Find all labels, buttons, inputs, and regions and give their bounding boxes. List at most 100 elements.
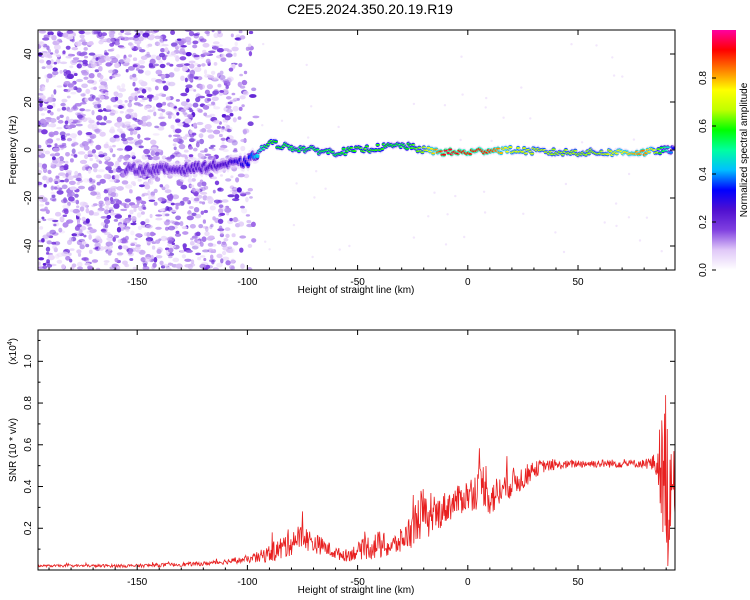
heatmap-cell <box>46 264 53 268</box>
heatmap-cell <box>78 185 85 190</box>
heatmap-cell <box>246 267 253 270</box>
heatmap-cell <box>108 145 113 152</box>
heatmap-cell <box>91 149 96 154</box>
heatmap-cell <box>74 41 82 47</box>
heatmap-cell <box>461 93 464 96</box>
heatmap-cell <box>196 121 204 126</box>
heatmap-cell <box>168 134 172 138</box>
x-tick-label: -100 <box>237 577 257 588</box>
heatmap-cell <box>56 85 63 88</box>
heatmap-cell <box>206 31 210 37</box>
heatmap-cell <box>100 81 108 86</box>
heatmap-cell <box>120 173 126 178</box>
y-tick-label: 0 <box>23 147 34 153</box>
heatmap-cell <box>213 62 218 66</box>
heatmap-cell <box>92 203 98 207</box>
heatmap-cell <box>63 89 68 92</box>
heatmap-cell <box>203 69 208 75</box>
heatmap-cell <box>121 83 126 89</box>
heatmap-cell <box>99 238 103 244</box>
heatmap-cell <box>211 30 215 33</box>
heatmap-cell <box>113 219 119 222</box>
heatmap-cell <box>109 179 117 183</box>
heatmap-cell <box>147 43 153 47</box>
heatmap-cell <box>61 98 68 103</box>
heatmap-cell <box>297 150 301 153</box>
heatmap-cell <box>149 231 155 237</box>
heatmap-cell <box>225 85 229 89</box>
heatmap-cell <box>192 173 198 178</box>
heatmap-cell <box>232 241 239 246</box>
heatmap-cell <box>72 80 77 85</box>
heatmap-cell <box>229 112 234 117</box>
heatmap-cell <box>63 124 70 130</box>
heatmap-cell <box>110 38 115 43</box>
heatmap-cell <box>153 188 158 194</box>
heatmap-cell <box>158 116 166 119</box>
heatmap-cell <box>170 124 175 130</box>
heatmap-cell <box>211 77 216 81</box>
heatmap-cell <box>125 184 133 189</box>
heatmap-cell <box>123 155 129 161</box>
heatmap-cell <box>128 100 132 103</box>
heatmap-cell <box>116 85 121 90</box>
heatmap-cell <box>145 115 151 120</box>
heatmap-cell <box>48 49 51 54</box>
heatmap-cell <box>188 60 196 64</box>
heatmap-cell <box>340 151 345 154</box>
heatmap-cell <box>91 110 95 116</box>
heatmap-cell <box>80 38 86 43</box>
heatmap-cell <box>151 146 157 150</box>
heatmap-cell <box>125 114 132 120</box>
heatmap-cell <box>156 249 162 254</box>
heatmap-cell <box>147 156 153 160</box>
heatmap-cell <box>195 97 201 103</box>
heatmap-cell <box>162 101 167 106</box>
heatmap-cell <box>184 118 192 124</box>
heatmap-cell <box>106 37 112 43</box>
heatmap-cell <box>56 108 61 112</box>
heatmap-cell <box>245 214 250 217</box>
heatmap-cell <box>46 105 54 110</box>
heatmap-cell <box>119 35 124 39</box>
heatmap-cell <box>69 258 73 263</box>
heatmap-cell <box>185 84 193 89</box>
heatmap-cell <box>72 136 77 140</box>
heatmap-cell <box>110 192 116 197</box>
heatmap-cell <box>207 242 214 247</box>
heatmap-cell <box>104 91 109 96</box>
heatmap-cell <box>63 197 67 203</box>
heatmap-cell <box>78 185 85 190</box>
heatmap-cell <box>77 151 86 155</box>
heatmap-cell <box>164 73 170 79</box>
heatmap-cell <box>161 93 167 97</box>
heatmap-cell <box>615 224 618 228</box>
heatmap-cell <box>65 45 71 50</box>
heatmap-cell <box>155 69 163 75</box>
heatmap-cell <box>218 225 223 231</box>
heatmap-cell <box>301 146 306 149</box>
heatmap-cell <box>244 191 251 195</box>
heatmap-cell <box>80 93 86 97</box>
heatmap-cell <box>595 44 598 47</box>
heatmap-cell <box>100 222 106 226</box>
heatmap-cell <box>608 150 613 153</box>
heatmap-cell <box>231 233 236 238</box>
heatmap-cell <box>199 128 207 133</box>
heatmap-cell <box>490 139 493 143</box>
heatmap-cell <box>89 133 97 139</box>
heatmap-cell <box>172 220 179 225</box>
heatmap-cell <box>116 227 122 233</box>
heatmap-cell <box>125 69 129 73</box>
heatmap-cell <box>54 143 58 147</box>
heatmap-cell <box>105 166 112 171</box>
heatmap-cell <box>172 257 180 263</box>
heatmap-cell <box>220 78 224 82</box>
heatmap-cell <box>135 249 141 252</box>
heatmap-cell <box>129 209 134 215</box>
heatmap-cell <box>161 186 166 191</box>
heatmap-cell <box>352 150 357 152</box>
heatmap-cell <box>86 41 94 46</box>
heatmap-cell <box>161 265 166 269</box>
heatmap-cell <box>216 240 222 245</box>
